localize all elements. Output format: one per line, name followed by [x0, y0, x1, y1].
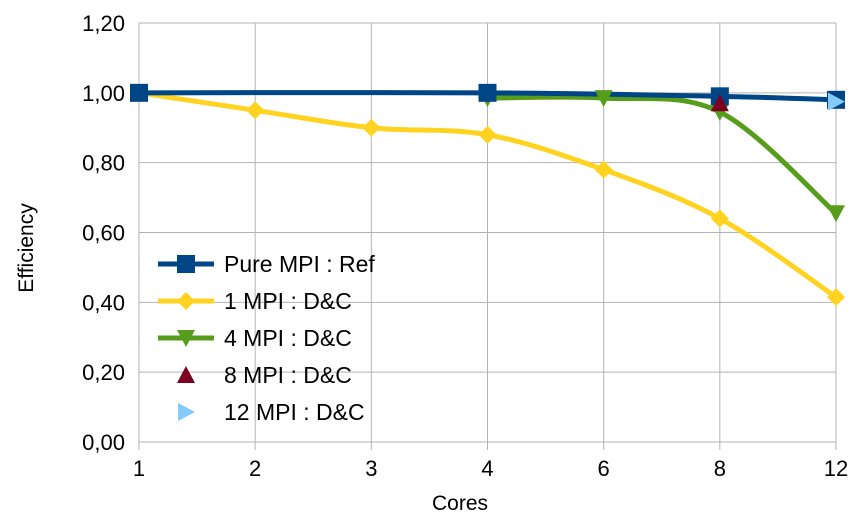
y-tick-label: 1,20: [82, 11, 125, 36]
y-tick-label: 0,00: [82, 430, 125, 455]
series-line: [485, 94, 839, 216]
legend-item: 8 MPI : D&C: [177, 362, 352, 388]
legend-swatch-marker: [177, 330, 195, 347]
x-tick-label: 3: [365, 456, 377, 481]
data-point-marker: [827, 205, 845, 223]
data-point-marker: [362, 118, 381, 137]
y-axis-title: Efficiency: [15, 203, 38, 293]
x-tick-label: 1: [133, 456, 145, 481]
x-tick-label: 4: [481, 456, 493, 481]
data-point-marker: [828, 92, 845, 111]
legend-swatch-marker: [178, 403, 195, 421]
y-tick-label: 0,60: [82, 221, 125, 246]
x-axis-title: Cores: [432, 492, 488, 515]
legend-swatch-marker: [177, 255, 195, 273]
y-tick-label: 0,40: [82, 290, 125, 315]
data-point-marker: [478, 83, 497, 102]
data-point-marker: [246, 101, 265, 120]
data-point-marker: [130, 83, 148, 102]
legend-swatch-marker: [177, 366, 195, 383]
x-tick-label: 8: [714, 456, 726, 481]
y-tick-label: 1,00: [82, 81, 125, 106]
legend-label: 1 MPI : D&C: [224, 288, 352, 314]
data-point-marker: [594, 90, 613, 108]
legend-item: Pure MPI : Ref: [158, 251, 375, 277]
legend-item: 12 MPI : D&C: [178, 399, 365, 425]
legend-label: Pure MPI : Ref: [224, 251, 375, 277]
legend-item: 1 MPI : D&C: [158, 288, 352, 314]
legend-item: 4 MPI : D&C: [158, 325, 352, 351]
series-markers: [130, 83, 845, 307]
data-point-marker: [710, 94, 729, 112]
y-tick-label: 0,80: [82, 151, 125, 176]
series-line: [136, 90, 839, 103]
data-point-marker: [478, 125, 497, 144]
axes: 0,000,200,400,600,801,001,201 2 3 4 6 8 12: [82, 11, 848, 481]
legend-label: 8 MPI : D&C: [224, 362, 352, 388]
y-tick-label: 0,20: [82, 360, 125, 385]
data-point-marker: [710, 209, 729, 228]
legend: Pure MPI : Ref 1 MPI : D&C 4 MPI : D&C 8 MP…: [158, 251, 375, 425]
x-tick-label: 2: [249, 456, 261, 481]
legend-swatch-marker: [177, 292, 195, 310]
legend-label: 12 MPI : D&C: [224, 399, 365, 425]
x-tick-label: 12: [824, 456, 848, 481]
legend-label: 4 MPI : D&C: [224, 325, 352, 351]
x-tick-label: 6: [598, 456, 610, 481]
data-point-marker: [594, 160, 613, 179]
data-point-marker: [827, 288, 845, 307]
